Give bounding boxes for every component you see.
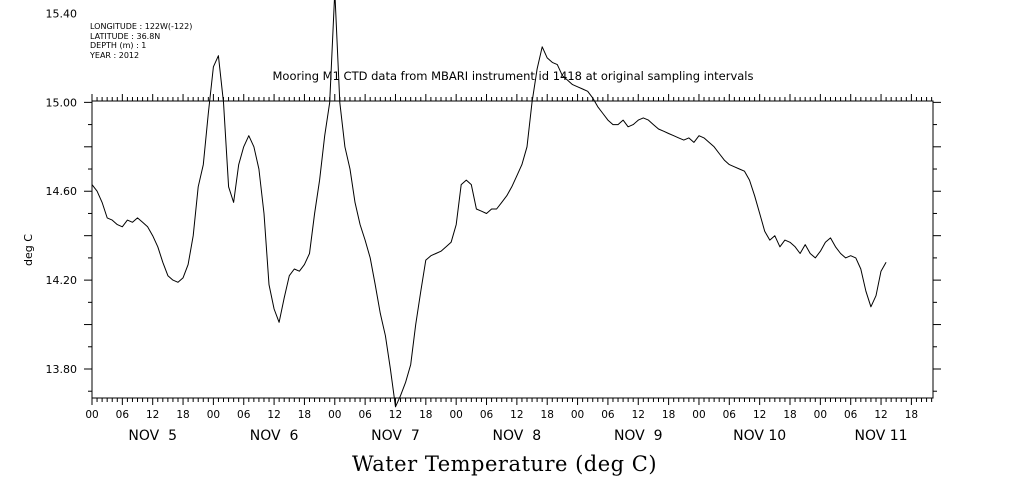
year-text: YEAR : 2012 xyxy=(90,50,140,60)
x-hour-label: 00 xyxy=(692,409,705,421)
depth-text: DEPTH (m) : 1 xyxy=(90,41,147,50)
day-label: NOV 7 xyxy=(371,428,420,444)
plot-frame xyxy=(91,100,934,399)
x-hour-label: 18 xyxy=(176,409,189,421)
x-hour-label: 00 xyxy=(85,409,98,421)
x-hour-label: 06 xyxy=(723,409,737,421)
x-hour-label: 18 xyxy=(541,409,554,421)
x-hour-label: 00 xyxy=(571,409,584,421)
x-hour-label: 18 xyxy=(783,409,796,421)
day-label: NOV 9 xyxy=(614,428,663,444)
x-hour-label: 06 xyxy=(601,409,615,421)
longitude-text: LONGITUDE : 122W(-122) xyxy=(90,22,193,31)
x-hour-label: 18 xyxy=(298,409,311,421)
x-hour-label: 00 xyxy=(328,409,341,421)
x-hour-label: 06 xyxy=(116,409,130,421)
x-hour-label: 00 xyxy=(814,409,827,421)
latitude-text: LATITUDE : 36.8N xyxy=(90,31,161,41)
x-hour-label: 06 xyxy=(358,409,372,421)
day-label: NOV 10 xyxy=(733,428,786,444)
x-hour-label: 00 xyxy=(449,409,462,421)
y-axis-label: deg C xyxy=(22,234,35,266)
y-tick-label: 15.00 xyxy=(46,96,78,109)
day-label: NOV 11 xyxy=(855,428,908,444)
x-hour-label: 18 xyxy=(662,409,675,421)
metadata-block: LONGITUDE : 122W(-122) LATITUDE : 36.8N … xyxy=(90,22,192,60)
y-tick-label: 15.40 xyxy=(46,7,78,20)
x-hour-label: 12 xyxy=(389,409,402,421)
temperature-series-line xyxy=(91,0,887,408)
day-label: NOV 5 xyxy=(128,428,177,444)
x-axis-title: Water Temperature (deg C) xyxy=(351,452,658,476)
day-labels: NOV 5 NOV 6 NOV 7 NOV 8 NOV 9 NOV 10 NOV 11 xyxy=(128,428,907,444)
y-tick-label: 14.20 xyxy=(46,274,78,287)
x-hour-label: 12 xyxy=(874,409,887,421)
x-hour-label: 12 xyxy=(632,409,645,421)
axis-ticks xyxy=(84,94,941,405)
day-label: NOV 8 xyxy=(493,428,542,444)
x-hour-label: 18 xyxy=(905,409,918,421)
x-hour-label: 06 xyxy=(237,409,251,421)
x-hour-label: 12 xyxy=(146,409,159,421)
x-hour-label: 00 xyxy=(207,409,220,421)
x-hour-label: 06 xyxy=(480,409,494,421)
y-tick-labels: 13.80 14.20 14.60 15.00 15.40 xyxy=(46,7,78,376)
x-hour-label: 12 xyxy=(510,409,523,421)
y-tick-label: 14.60 xyxy=(46,185,78,198)
x-hour-label: 06 xyxy=(844,409,858,421)
day-label: NOV 6 xyxy=(250,428,299,444)
x-hour-label: 12 xyxy=(753,409,766,421)
chart-title: Mooring M1 CTD data from MBARI instrumen… xyxy=(273,69,754,83)
x-tick-labels: 00 06 12 18 00 06 12 18 00 06 12 18 00 06 12 18 00 06 12 18… xyxy=(85,409,918,421)
y-tick-label: 13.80 xyxy=(46,363,78,376)
x-hour-label: 18 xyxy=(419,409,432,421)
x-hour-label: 12 xyxy=(267,409,280,421)
